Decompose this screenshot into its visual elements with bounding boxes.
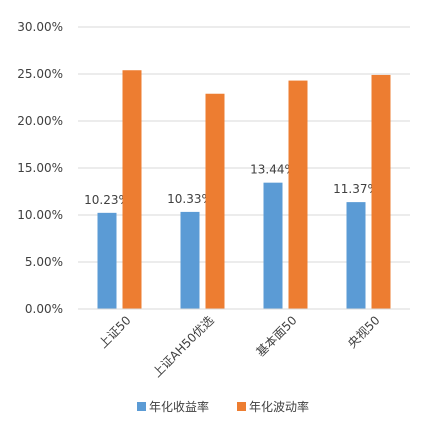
bar-return (346, 202, 366, 309)
legend: 年化收益率 年化波动率 (137, 399, 309, 414)
bar-volatility (371, 74, 391, 309)
category-label: 上证50 (96, 313, 134, 351)
y-tick-label: 10.00% (17, 208, 63, 222)
x-axis: 上证50 上证AH50优选 基本面50 央视50 (78, 308, 410, 380)
y-tick-label: 15.00% (17, 161, 63, 175)
y-tick-label: 30.00% (17, 20, 63, 34)
legend-swatch (137, 402, 146, 411)
data-label: 13.44% (250, 163, 296, 177)
data-label: 10.33% (167, 192, 213, 206)
legend-swatch (237, 402, 246, 411)
bar-volatility (122, 70, 142, 310)
y-tick-label: 5.00% (25, 255, 63, 269)
category-label: 上证AH50优选 (150, 313, 217, 380)
y-axis: 0.00% 5.00% 10.00% 15.00% 20.00% 25.00% 30.00% (17, 20, 63, 316)
y-tick-label: 20.00% (17, 114, 63, 128)
legend-label: 年化收益率 (149, 399, 209, 414)
bar-volatility (205, 93, 225, 310)
legend-label: 年化波动率 (249, 399, 309, 414)
bar-return (97, 212, 117, 309)
data-label: 10.23% (84, 193, 130, 207)
data-label: 11.37% (333, 182, 379, 196)
y-tick-label: 0.00% (25, 302, 63, 316)
bars: 10.23% 10.33% 13.44% 11.37% (84, 70, 391, 310)
bar-volatility (288, 80, 308, 309)
bar-return (180, 211, 200, 309)
category-label: 央视50 (344, 313, 382, 351)
bar-return (263, 182, 283, 309)
y-tick-label: 25.00% (17, 67, 63, 81)
category-label: 基本面50 (253, 313, 299, 359)
